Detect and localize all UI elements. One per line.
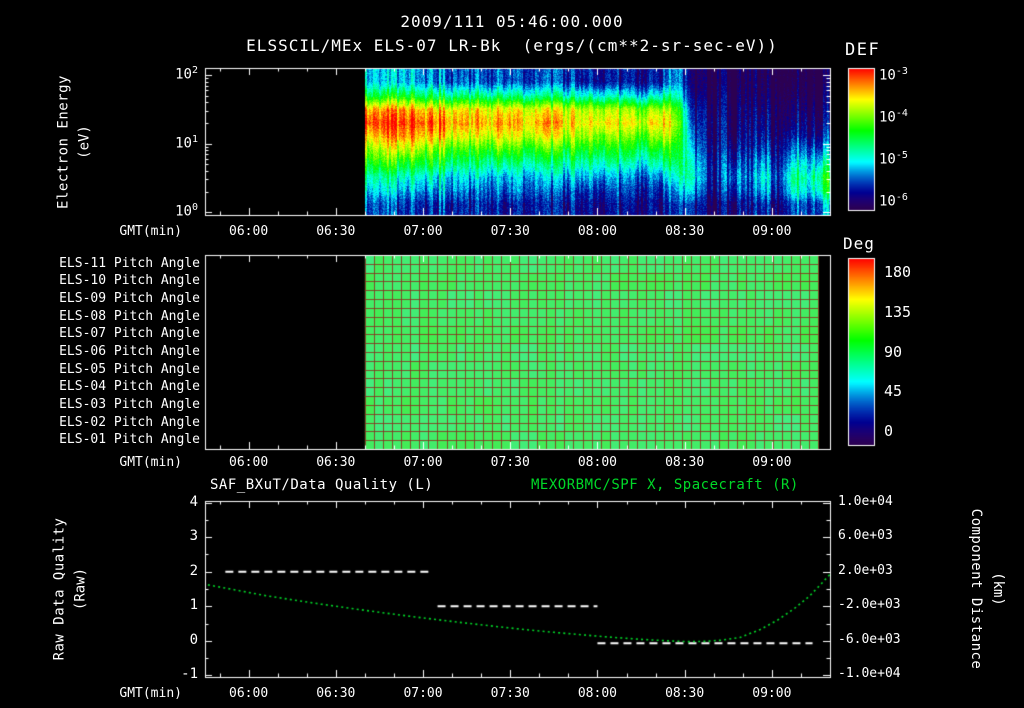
panel1-ytick-label: 101	[175, 133, 198, 152]
panel3-right-tick-label: -6.0e+03	[838, 631, 901, 647]
colorbar2-tick-label: 0	[884, 422, 894, 440]
pitch-row-label: ELS-10 Pitch Angle	[59, 273, 200, 289]
gmt-label-panel3: GMT(min)	[119, 686, 182, 701]
time-tick-label-panel2: 08:30	[665, 455, 705, 470]
time-tick-label-panel1: 08:00	[577, 224, 617, 239]
pitch-row-label: ELS-04 Pitch Angle	[59, 379, 200, 395]
panel3-left-tick-label: 2	[189, 562, 198, 579]
pitch-row-label: ELS-09 Pitch Angle	[59, 291, 200, 307]
panel3-right-tick-label: -2.0e+03	[838, 597, 901, 613]
pitch-row-label: ELS-06 Pitch Angle	[59, 344, 200, 359]
panel3-right-tick-label: 6.0e+03	[838, 528, 893, 544]
time-tick-label-panel3: 08:00	[577, 686, 617, 701]
panel3-left-tick-label: 1	[189, 597, 198, 614]
panel3-title-left: SAF_BXuT/Data Quality (L)	[210, 477, 434, 493]
colorbar1-tick-label: 10-4	[879, 108, 908, 126]
pitch-row-label: ELS-07 Pitch Angle	[59, 326, 200, 342]
time-tick-label-panel3: 06:30	[316, 686, 356, 701]
time-tick-label-panel1: 07:00	[403, 224, 443, 239]
panel3-ylabel-left-units: (Raw)	[72, 567, 89, 611]
colorbar2-tick-label: 45	[884, 382, 903, 401]
panel3-left-tick-label: -1	[181, 666, 198, 683]
time-tick-label-panel2: 07:30	[490, 455, 530, 470]
panel3-ylabel-right-units: (km)	[989, 572, 1006, 606]
time-tick-label-panel3: 08:30	[665, 686, 705, 701]
panel3-ylabel-right: Component Distance	[967, 508, 984, 670]
colorbar2-title: Deg	[843, 234, 875, 253]
time-tick-label-panel2: 06:30	[316, 455, 356, 470]
panel1-ytick-label: 100	[175, 202, 198, 220]
panel1-ylabel: Electron Energy	[55, 75, 72, 209]
pitch-row-label: ELS-11 Pitch Angle	[59, 255, 200, 271]
colorbar1-title: DEF	[845, 40, 881, 60]
panel3-left-tick-label: 4	[189, 493, 198, 510]
time-tick-label-panel3: 06:00	[229, 686, 269, 701]
title-timestamp: 2009/111 05:46:00.000	[400, 12, 624, 31]
panel3-right-tick-label: 2.0e+03	[838, 562, 893, 578]
gmt-label-panel2: GMT(min)	[119, 455, 182, 470]
time-tick-label-panel1: 07:30	[490, 224, 530, 239]
time-tick-label-panel2: 06:00	[229, 455, 269, 470]
time-tick-label-panel3: 07:00	[403, 686, 443, 701]
colorbar2-tick-label: 180	[884, 263, 912, 281]
time-tick-label-panel2: 07:00	[403, 455, 443, 470]
colorbar2-tick-label: 135	[884, 302, 912, 321]
time-tick-label-panel3: 07:30	[490, 686, 530, 701]
gmt-label-panel1: GMT(min)	[119, 224, 182, 239]
time-tick-label-panel3: 09:00	[752, 686, 792, 701]
time-tick-label-panel1: 06:30	[316, 224, 356, 239]
colorbar1-tick-label: 10-6	[879, 192, 908, 210]
panel3-title-right: MEXORBMC/SPF X, Spacecraft (R)	[531, 477, 799, 493]
time-tick-label-panel1: 08:30	[665, 224, 705, 239]
time-tick-label-panel1: 06:00	[229, 224, 269, 239]
panel3-ylabel-left: Raw Data Quality	[51, 517, 68, 661]
panel3-right-tick-label: -1.0e+04	[838, 666, 901, 682]
pitch-row-label: ELS-05 Pitch Angle	[59, 361, 200, 377]
panel3-left-tick-label: 0	[189, 631, 198, 648]
panel3-right-tick-label: 1.0e+04	[838, 493, 893, 509]
colorbar2-tick-label: 90	[884, 342, 903, 361]
pitch-row-label: ELS-01 Pitch Angle	[59, 432, 200, 448]
pitch-row-label: ELS-03 Pitch Angle	[59, 396, 200, 412]
panel1-ylabel-units: (eV)	[76, 125, 93, 159]
title-dataset: ELSSCIL/MEx ELS-07 LR-Bk (ergs/(cm**2-sr…	[246, 36, 778, 55]
panel1-ytick-label: 102	[175, 64, 198, 83]
panel3-left-tick-label: 3	[189, 528, 198, 545]
time-tick-label-panel2: 09:00	[752, 455, 792, 470]
pitch-row-label: ELS-02 Pitch Angle	[59, 414, 200, 430]
time-tick-label-panel2: 08:00	[577, 455, 617, 470]
colorbar1-tick-label: 10-5	[879, 150, 908, 168]
colorbar1-tick-label: 10-3	[879, 66, 908, 84]
pitch-row-label: ELS-08 Pitch Angle	[59, 308, 200, 324]
time-tick-label-panel1: 09:00	[752, 224, 792, 239]
